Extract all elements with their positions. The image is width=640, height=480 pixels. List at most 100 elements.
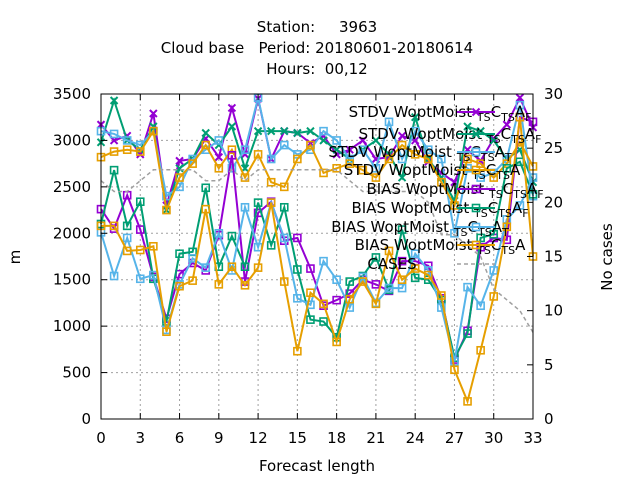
data-point	[279, 277, 289, 286]
data-point	[109, 129, 119, 139]
series-2	[96, 93, 538, 238]
data-point	[489, 134, 498, 143]
data-point	[253, 198, 263, 207]
legend-swatch-marker	[471, 240, 481, 250]
y-tick-label: 3000	[53, 131, 91, 149]
data-point	[240, 280, 250, 290]
data-point	[306, 288, 315, 298]
data-point	[306, 140, 315, 150]
data-point	[162, 205, 171, 215]
data-point	[201, 183, 211, 193]
data-point	[240, 145, 250, 155]
legend-text-part: A	[527, 180, 538, 198]
data-point	[149, 109, 158, 118]
data-point	[214, 163, 224, 173]
data-point	[489, 136, 498, 145]
y-tick-label: 1000	[53, 317, 91, 335]
data-point	[135, 225, 145, 234]
data-point	[397, 173, 407, 182]
data-point	[345, 294, 355, 304]
data-point	[188, 276, 197, 285]
data-point	[214, 280, 224, 289]
data-point	[450, 228, 459, 238]
legend-text-part: F	[537, 188, 543, 201]
data-point	[266, 154, 276, 164]
legend-text-part: TS	[471, 169, 486, 182]
data-point	[266, 241, 276, 250]
data-point	[489, 173, 499, 182]
data-point	[122, 145, 132, 155]
data-point	[515, 112, 525, 122]
legend-text-part: A	[492, 218, 503, 236]
data-point	[279, 140, 289, 150]
legend-text-part: A	[495, 143, 506, 161]
data-point	[397, 256, 407, 266]
data-point	[489, 229, 499, 239]
y2-axis-label: No cases	[598, 223, 616, 291]
series-line-7	[101, 117, 534, 405]
chart-title: Station: 3963 Cloud base Period: 20180601…	[161, 18, 473, 78]
data-point	[201, 263, 211, 272]
data-point	[122, 136, 132, 145]
x-tick-label: 27	[445, 429, 464, 447]
data-point	[423, 145, 433, 155]
legend-text-part: TS	[480, 151, 495, 164]
data-point	[279, 182, 289, 192]
data-point	[253, 263, 263, 272]
y-tick-label: 500	[62, 364, 91, 382]
data-point	[201, 128, 210, 138]
x-tick-label: 3	[135, 429, 145, 447]
y2-tick-label: 15	[544, 248, 563, 266]
data-point	[253, 150, 263, 159]
data-point	[397, 154, 407, 164]
legend-text-part: TS	[510, 133, 525, 146]
legend-swatch-marker	[471, 184, 481, 194]
data-point	[463, 329, 472, 338]
y2-tick-label: 5	[544, 356, 554, 374]
y-tick-label: 0	[81, 410, 91, 428]
data-point	[410, 126, 420, 136]
legend-swatch-marker	[471, 222, 481, 232]
data-point	[332, 337, 341, 347]
legend-text-part: A	[525, 125, 536, 143]
data-point	[319, 256, 328, 266]
x-tick-label: 30	[484, 429, 503, 447]
data-point	[175, 164, 184, 173]
data-point	[175, 281, 184, 291]
legend-text-part: TS	[512, 188, 527, 201]
legend-swatch-marker	[471, 203, 481, 213]
data-point	[397, 275, 407, 285]
data-point	[319, 317, 328, 326]
data-point	[502, 163, 512, 173]
data-point	[293, 128, 302, 138]
data-point	[463, 154, 472, 164]
data-point	[175, 156, 184, 166]
legend-text-part: STDV WoptMoist	[344, 161, 472, 179]
data-point	[109, 96, 119, 105]
data-point	[489, 266, 499, 275]
data-point	[437, 177, 446, 187]
data-point	[227, 103, 237, 113]
data-point	[319, 168, 328, 178]
data-point	[319, 136, 328, 145]
legend-swatch-marker	[471, 147, 481, 157]
series-7	[96, 112, 538, 406]
data-point	[463, 282, 472, 292]
data-point	[371, 280, 381, 289]
legend-text-part: T	[501, 226, 509, 239]
data-point	[188, 159, 197, 168]
legend-label: BIAS WoptMoist TSCTSAF	[351, 199, 528, 220]
data-point	[371, 299, 381, 309]
data-point	[410, 264, 420, 273]
title-line: Cloud base Period: 20180601-20180614	[161, 39, 473, 57]
legend-label: BIAS WoptMoist TSCTSA	[355, 236, 526, 257]
data-point	[397, 225, 407, 234]
legend-text-part: TS	[495, 169, 510, 182]
data-point	[253, 126, 263, 136]
data-point	[423, 266, 433, 275]
legend-text-part: TS	[486, 133, 501, 146]
x-tick-label: 0	[96, 429, 106, 447]
x-tick-label: 12	[249, 429, 268, 447]
data-point	[332, 295, 341, 305]
